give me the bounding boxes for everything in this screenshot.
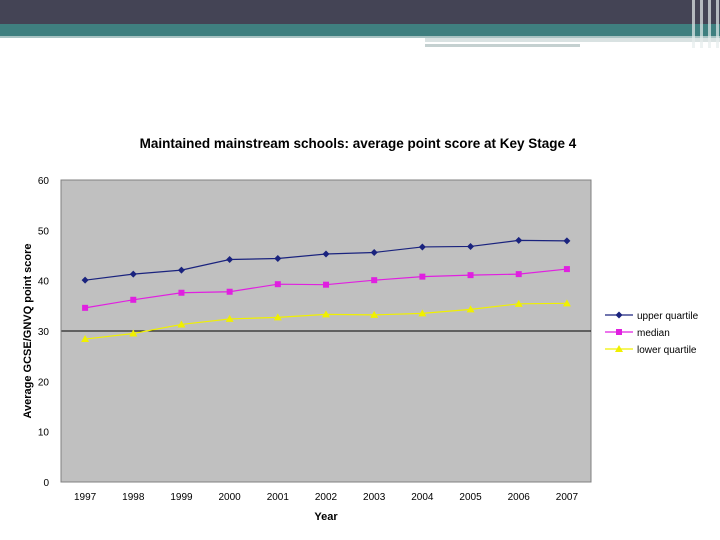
data-point-upper-quartile <box>418 243 426 251</box>
data-point-median <box>178 289 185 296</box>
data-point-upper-quartile <box>226 256 234 264</box>
legend-marker <box>615 345 623 352</box>
data-point-upper-quartile <box>563 237 571 245</box>
data-point-median <box>467 272 474 279</box>
x-tick-label: 2003 <box>363 492 386 503</box>
x-tick-label: 1997 <box>74 492 97 503</box>
legend-label: median <box>637 328 670 339</box>
data-point-median <box>323 281 329 288</box>
x-tick-label: 2001 <box>267 492 290 503</box>
y-tick-label: 10 <box>38 428 50 439</box>
y-axis-label: Average GCSE/GNVQ point score <box>22 243 34 418</box>
data-point-upper-quartile <box>370 248 378 256</box>
data-point-upper-quartile <box>129 270 137 278</box>
chart-title: Maintained mainstream schools: average p… <box>140 136 577 151</box>
data-point-median <box>515 271 522 278</box>
legend-item-lower-quartile: lower quartile <box>605 345 697 356</box>
slide-accent-strip-short <box>425 44 580 47</box>
legend-label: upper quartile <box>637 311 699 322</box>
data-point-lower-quartile <box>562 299 571 307</box>
data-point-lower-quartile <box>129 329 138 337</box>
y-tick-label: 30 <box>38 327 50 338</box>
x-axis-label: Year <box>314 511 338 523</box>
slide-accent-strip-right <box>425 38 720 42</box>
y-tick-label: 0 <box>43 478 49 489</box>
data-point-lower-quartile <box>466 305 475 313</box>
x-tick-label: 2005 <box>459 492 482 503</box>
data-point-median <box>274 281 281 288</box>
data-point-upper-quartile <box>81 276 89 284</box>
data-point-lower-quartile <box>322 310 330 318</box>
legend-marker <box>616 329 622 335</box>
x-tick-label: 1999 <box>170 492 193 503</box>
slide-accent-strip <box>0 36 720 38</box>
x-tick-label: 2000 <box>219 492 242 503</box>
data-point-median <box>130 296 137 303</box>
data-point-lower-quartile <box>81 335 90 343</box>
x-tick-label: 1998 <box>122 492 145 503</box>
legend: upper quartile median lower quartile <box>599 306 710 358</box>
data-point-lower-quartile <box>370 310 379 318</box>
data-point-lower-quartile <box>177 320 186 328</box>
slide-accent-band <box>0 24 720 36</box>
data-point-upper-quartile <box>467 242 475 250</box>
x-tick-label: 2004 <box>411 492 434 503</box>
data-point-upper-quartile <box>177 266 185 274</box>
x-tick-label: 2002 <box>315 492 338 503</box>
x-tick-labels: 1997 1998 1999 2000 2001 2002 2003 2004 2005 2006… <box>74 492 579 503</box>
legend-marker <box>615 311 623 319</box>
x-tick-label: 2006 <box>508 492 531 503</box>
series-median <box>82 266 570 311</box>
data-point-lower-quartile <box>225 314 234 322</box>
series-upper-quartile <box>81 236 571 284</box>
data-point-median <box>419 273 426 280</box>
data-point-upper-quartile <box>274 255 282 263</box>
legend-item-upper-quartile: upper quartile <box>605 311 699 322</box>
data-point-median <box>371 277 378 284</box>
slide-corner-decoration <box>688 0 720 48</box>
data-point-median <box>226 288 233 295</box>
y-tick-label: 60 <box>38 176 50 187</box>
x-tick-label: 2007 <box>556 492 579 503</box>
data-point-median <box>563 266 570 273</box>
slide-header-band <box>0 0 720 24</box>
data-point-lower-quartile <box>418 309 427 317</box>
series-lower-quartile <box>81 299 571 343</box>
data-point-lower-quartile <box>273 313 282 321</box>
legend-item-median: median <box>605 328 670 339</box>
data-point-upper-quartile <box>515 236 523 244</box>
data-point-median <box>82 304 89 311</box>
y-tick-label: 20 <box>38 377 50 388</box>
legend-label: lower quartile <box>637 345 697 356</box>
y-tick-labels: 0 10 20 30 40 50 60 <box>38 176 50 489</box>
series-layer <box>81 236 571 343</box>
y-tick-label: 40 <box>38 277 50 288</box>
y-tick-label: 50 <box>38 226 50 237</box>
data-point-lower-quartile <box>514 299 523 307</box>
data-point-upper-quartile <box>322 250 330 258</box>
